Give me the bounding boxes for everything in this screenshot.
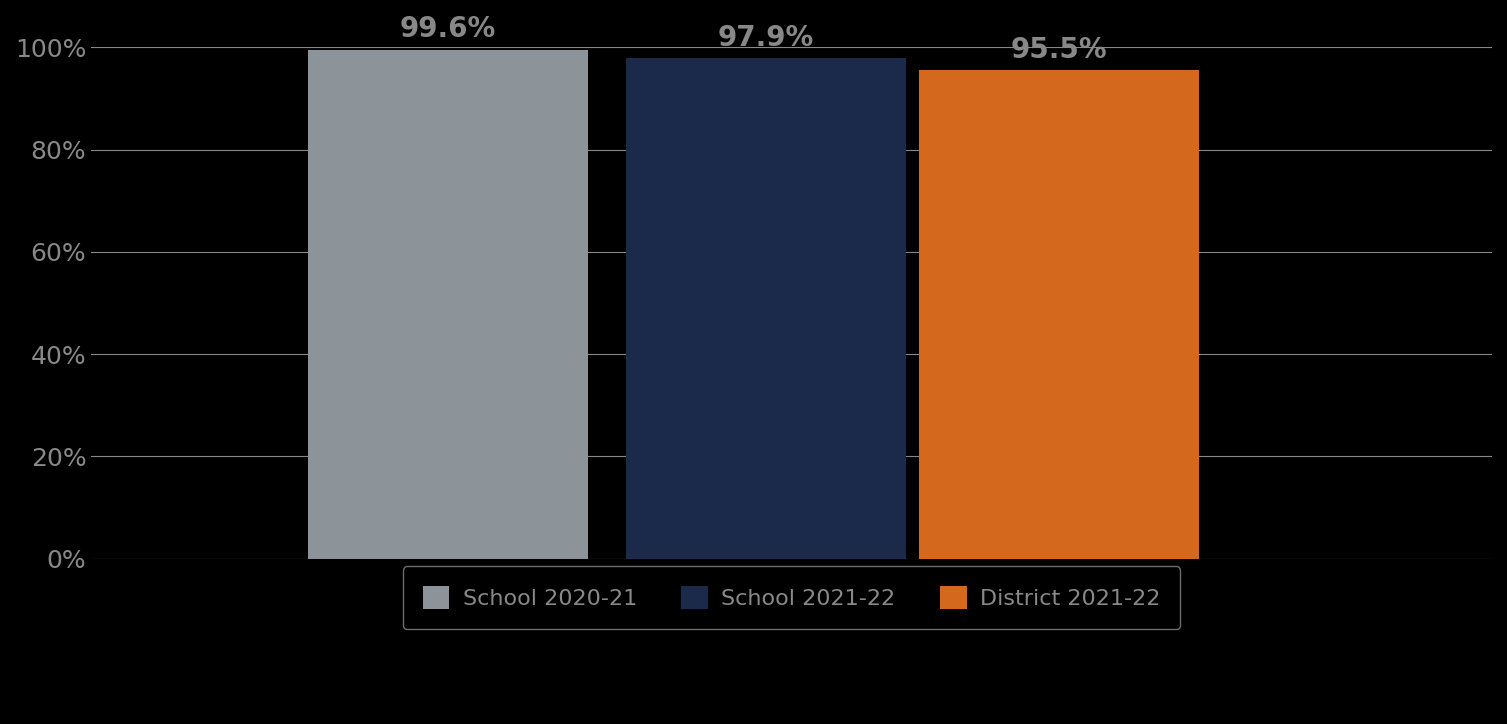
Legend: School 2020-21, School 2021-22, District 2021-22: School 2020-21, School 2021-22, District… xyxy=(402,566,1180,629)
Bar xyxy=(307,49,588,558)
Bar xyxy=(625,58,906,558)
Text: 99.6%: 99.6% xyxy=(399,15,496,43)
Bar xyxy=(919,70,1200,558)
Text: 97.9%: 97.9% xyxy=(717,24,814,52)
Text: 95.5%: 95.5% xyxy=(1011,36,1108,64)
